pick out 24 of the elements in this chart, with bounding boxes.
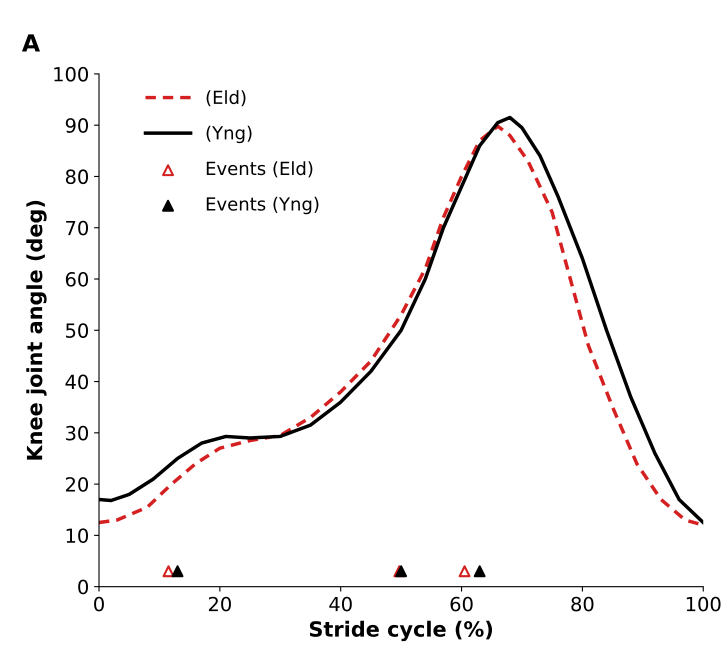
legend-label: Events (Yng) [206,196,318,214]
y-tick-label: 60 [66,272,88,287]
x-tick-label: 20 [208,596,231,612]
x-tick-label: 80 [571,596,594,612]
y-tick-label: 40 [65,374,88,390]
legend-label: (Yng) [206,126,252,144]
y-axis-title: Knee joint angle (deg) [26,200,47,460]
y-tick-label: 50 [66,323,88,338]
y-tick-label: 70 [66,220,88,236]
x-tick-label: 40 [329,596,352,612]
y-tick-label: 80 [66,169,88,184]
x-tick-label: 100 [686,596,721,612]
y-tick-label: 10 [66,528,88,544]
x-tick-label: 60 [450,596,473,612]
y-tick-label: 100 [54,66,88,82]
y-tick-label: 90 [66,118,88,133]
y-tick-label: 0 [78,580,88,594]
legend-label: Events (Eld) [206,161,312,178]
x-tick-label: 0 [94,596,104,612]
y-tick-label: 30 [66,426,88,440]
x-axis-title: Stride cycle (%) [310,620,492,642]
y-tick-label: 20 [66,477,88,492]
legend-label: (Eld) [206,90,246,106]
chart-title: A [22,34,40,52]
